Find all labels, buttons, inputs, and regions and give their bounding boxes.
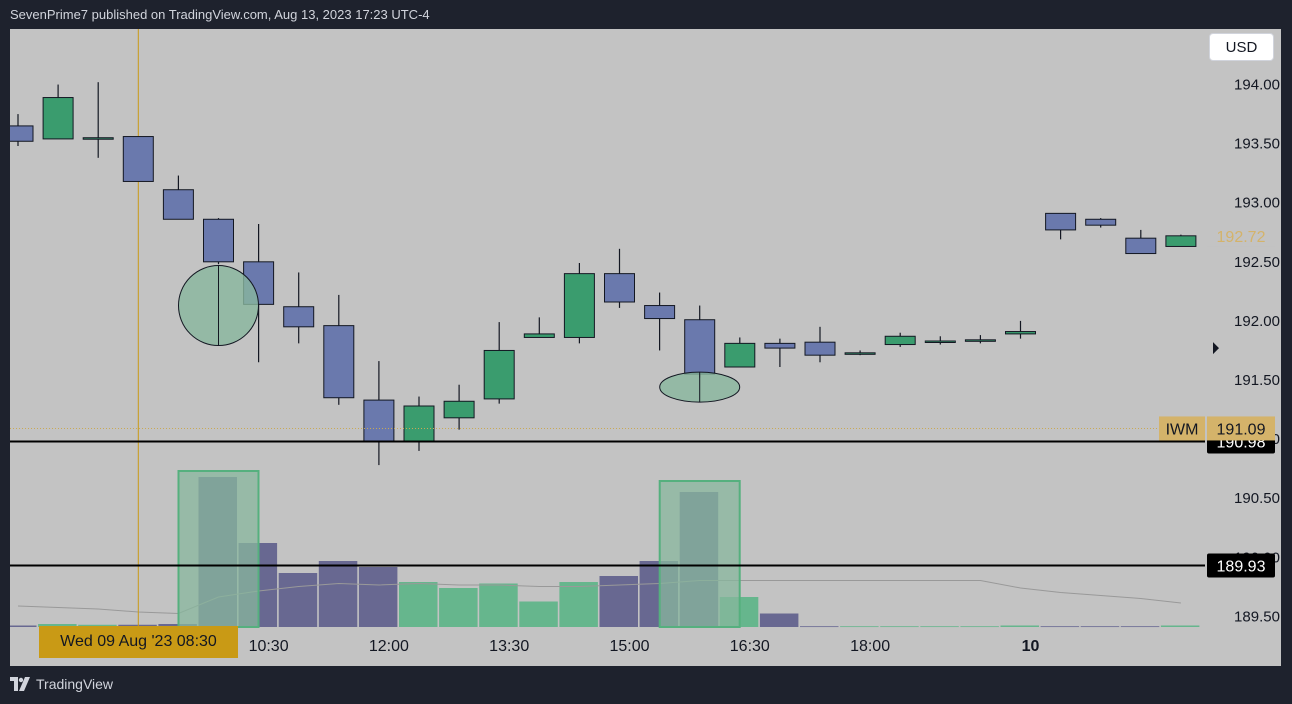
price-marker-icon — [1213, 342, 1219, 355]
candle-body — [82, 137, 114, 140]
y-tick-label: 192.00 — [1234, 313, 1280, 330]
volume-bar — [800, 626, 839, 628]
last-price-label: 192.72 — [1217, 229, 1266, 246]
candle-body — [1165, 235, 1197, 247]
candle-body — [924, 340, 956, 343]
x-tick-label: 12:00 — [369, 638, 409, 655]
candlestick-chart[interactable]: 194.00 193.50 193.00 192.50 192.00 191.50 191.… — [10, 29, 1281, 666]
x-tick-label: 15:00 — [609, 638, 649, 655]
volume-bar — [318, 561, 358, 627]
volume-bar — [10, 625, 37, 627]
candle-body — [483, 349, 515, 400]
y-tick-label: 190.50 — [1234, 490, 1280, 507]
candle-body — [443, 400, 475, 419]
volume-bar — [358, 567, 398, 627]
candle-body — [363, 399, 395, 442]
publisher-line: SevenPrime7 published on TradingView.com… — [10, 7, 430, 22]
candle-body — [162, 189, 194, 220]
volume-bar — [920, 626, 959, 628]
candle-body — [403, 405, 435, 442]
candle-body — [644, 305, 676, 320]
candle-body — [283, 306, 315, 328]
candle-body — [964, 339, 996, 342]
candle-body — [203, 218, 234, 263]
volume-bar — [880, 626, 919, 628]
candle-body — [764, 342, 796, 349]
candle-body — [122, 136, 154, 182]
volume-bar — [599, 576, 638, 627]
level-price-label: 189.93 — [1217, 559, 1266, 576]
candle-body — [1045, 212, 1077, 231]
volume-bar — [399, 582, 438, 627]
candle-body — [724, 342, 756, 368]
volume-bar — [759, 613, 799, 627]
crosshair-time-label: Wed 09 Aug '23 08:30 — [39, 626, 238, 658]
symbol-label: IWM — [1166, 421, 1199, 438]
symbol-tag — [1159, 416, 1205, 441]
y-tick-label: 191.50 — [1234, 372, 1280, 389]
candle-body — [804, 341, 836, 356]
candle-body — [563, 273, 595, 338]
volume-highlight-box — [658, 480, 741, 628]
volume-bar — [1160, 625, 1200, 627]
candle-body — [1005, 331, 1036, 335]
volume-bar — [1080, 626, 1120, 628]
volume-bar — [1040, 626, 1080, 628]
volume-bar — [519, 601, 558, 627]
symbol-price-tag — [1207, 416, 1275, 441]
tradingview-logo-icon — [10, 677, 30, 691]
volume-highlight-box — [177, 470, 260, 628]
x-tick-label: 10 — [1022, 638, 1040, 655]
candle-body — [844, 352, 876, 355]
candle-body — [42, 97, 74, 140]
chart-panel[interactable]: 194.00 193.50 193.00 192.50 192.00 191.50 191.… — [10, 29, 1281, 666]
x-tick-label: 18:00 — [850, 638, 890, 655]
candle-body — [10, 125, 34, 142]
candle-body — [1125, 237, 1157, 255]
volume-bar — [840, 626, 879, 628]
tradingview-brand[interactable]: TradingView — [10, 676, 113, 692]
volume-bar — [479, 583, 518, 627]
y-tick-label: 194.00 — [1234, 77, 1280, 94]
candle-body — [323, 325, 355, 399]
candle-body — [684, 319, 716, 375]
y-tick-label: 192.50 — [1234, 254, 1280, 271]
volume-bar — [439, 588, 478, 627]
currency-button[interactable]: USD — [1209, 33, 1274, 61]
x-tick-label: 10:30 — [249, 638, 289, 655]
y-tick-label: 193.00 — [1234, 195, 1280, 212]
volume-bar — [38, 624, 77, 627]
brand-name: TradingView — [36, 676, 114, 692]
volume-bar — [278, 573, 318, 627]
volume-bar — [559, 582, 598, 627]
volume-bar — [960, 626, 999, 628]
volume-bar — [118, 624, 157, 627]
volume-bar — [78, 624, 117, 627]
volume-bar — [1000, 625, 1039, 627]
y-tick-label: 193.50 — [1234, 136, 1280, 153]
candle-body — [1085, 218, 1117, 226]
x-tick-label: 16:30 — [730, 638, 770, 655]
y-tick-label: 189.50 — [1234, 608, 1280, 625]
volume-bar — [1120, 626, 1160, 628]
x-tick-label: 13:30 — [489, 638, 529, 655]
last-price-tag — [1207, 224, 1275, 247]
level-price-tag — [1207, 553, 1275, 578]
candle-body — [604, 273, 635, 303]
candle-body — [523, 333, 555, 338]
symbol-price-label: 191.09 — [1217, 421, 1266, 438]
candle-body — [884, 335, 916, 346]
